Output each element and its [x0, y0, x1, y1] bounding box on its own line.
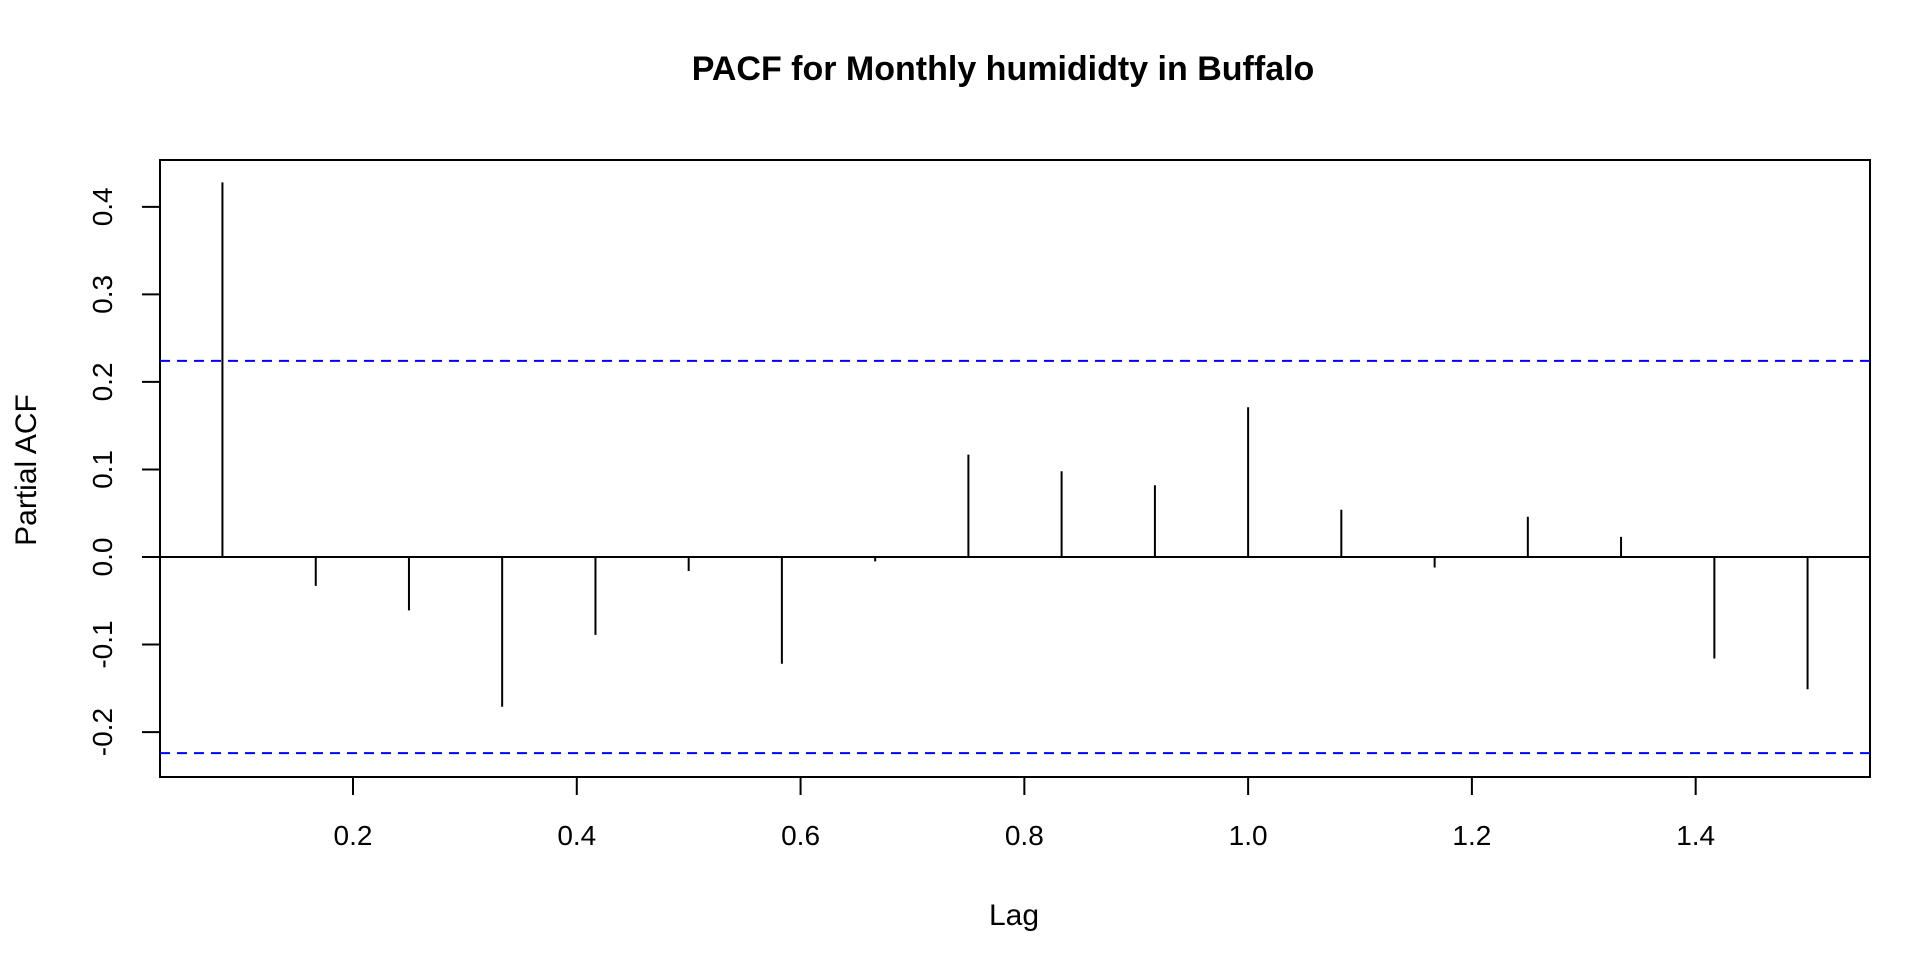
y-tick-label: 0.3	[87, 275, 118, 314]
y-tick-label: 0.0	[87, 538, 118, 577]
y-tick-label: 0.2	[87, 362, 118, 401]
x-tick-label: 0.8	[1005, 820, 1044, 851]
x-tick-label: 1.0	[1229, 820, 1268, 851]
x-tick-label: 0.2	[334, 820, 373, 851]
x-tick-label: 0.4	[557, 820, 596, 851]
y-tick-label: -0.2	[87, 708, 118, 756]
y-tick-label: -0.1	[87, 620, 118, 668]
x-tick-label: 1.4	[1676, 820, 1715, 851]
x-axis-label: Lag	[989, 899, 1039, 932]
y-tick-label: 0.4	[87, 187, 118, 226]
x-tick-label: 1.2	[1452, 820, 1491, 851]
y-tick-label: 0.1	[87, 450, 118, 489]
y-axis-label: Partial ACF	[10, 394, 43, 546]
plot-frame	[159, 159, 1871, 778]
x-tick-label: 0.6	[781, 820, 820, 851]
chart-title: PACF for Monthly humididty in Buffalo	[692, 50, 1315, 88]
